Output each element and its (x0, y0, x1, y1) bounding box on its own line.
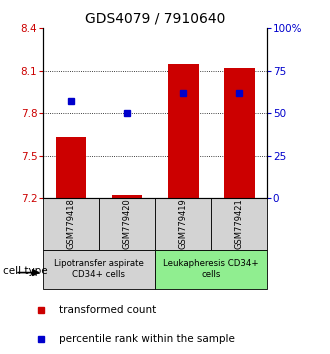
Text: Leukapheresis CD34+
cells: Leukapheresis CD34+ cells (163, 259, 259, 279)
Bar (155, 198, 211, 250)
Text: percentile rank within the sample: percentile rank within the sample (59, 334, 235, 344)
Text: GSM779421: GSM779421 (235, 199, 244, 249)
Text: Lipotransfer aspirate
CD34+ cells: Lipotransfer aspirate CD34+ cells (54, 259, 144, 279)
Bar (168, 64, 199, 198)
Bar (43, 250, 155, 289)
Bar (55, 137, 86, 198)
Title: GDS4079 / 7910640: GDS4079 / 7910640 (85, 12, 225, 26)
Bar (99, 198, 155, 250)
Bar (155, 250, 267, 289)
Bar (211, 198, 267, 250)
Text: GSM779418: GSM779418 (66, 199, 76, 249)
Text: cell type: cell type (3, 266, 48, 276)
Text: transformed count: transformed count (59, 305, 156, 315)
Text: GSM779419: GSM779419 (179, 199, 188, 249)
Bar (224, 68, 255, 198)
Bar (112, 195, 143, 198)
Text: GSM779420: GSM779420 (122, 199, 132, 249)
Bar (43, 198, 99, 250)
